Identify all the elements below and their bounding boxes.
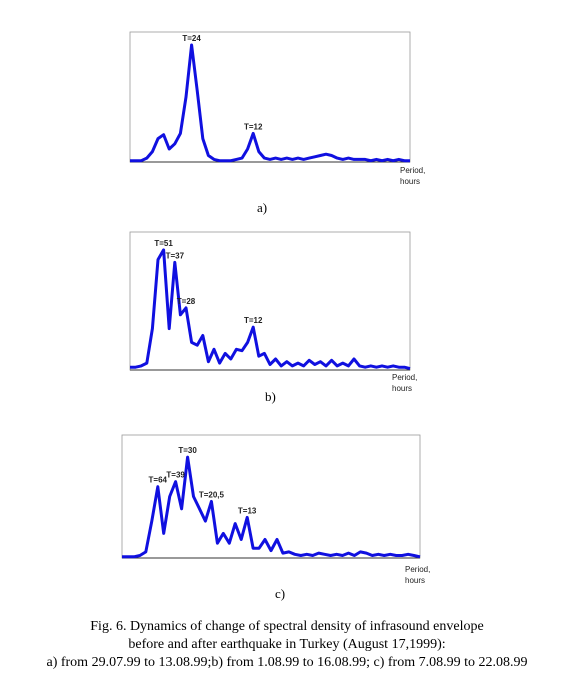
peak-label: T=30 bbox=[178, 446, 197, 455]
panel-label: a) bbox=[257, 200, 267, 215]
peak-label: T=51 bbox=[154, 239, 173, 248]
caption-line: a) from 29.07.99 to 13.08.99;b) from 1.0… bbox=[46, 655, 527, 670]
spectrum-line bbox=[122, 455, 421, 559]
peak-label: T=64 bbox=[149, 476, 168, 485]
peak-label: T=28 bbox=[177, 297, 196, 306]
spectrum-line bbox=[130, 43, 410, 163]
peak-label: T=20,5 bbox=[199, 490, 225, 499]
caption-line: before and after earthquake in Turkey (A… bbox=[128, 637, 445, 652]
plot-frame bbox=[129, 31, 411, 163]
plot-frame bbox=[121, 434, 421, 559]
panel-label: b) bbox=[265, 389, 276, 404]
peak-label: T=39 bbox=[166, 471, 185, 480]
peak-label: T=13 bbox=[238, 506, 257, 515]
peak-label: T=24 bbox=[182, 34, 201, 43]
caption-line: Fig. 6. Dynamics of change of spectral d… bbox=[90, 619, 483, 634]
peak-label: T=12 bbox=[244, 316, 263, 325]
peak-label: T=37 bbox=[166, 251, 185, 260]
x-axis-label: Period, bbox=[392, 373, 417, 382]
panel-label: c) bbox=[275, 586, 285, 601]
spectrum-line bbox=[130, 248, 411, 371]
peak-label: T=12 bbox=[244, 122, 263, 131]
x-axis-label: hours bbox=[400, 177, 420, 186]
x-axis-label: hours bbox=[405, 576, 425, 585]
x-axis-label: Period, bbox=[400, 166, 425, 175]
x-axis-label: hours bbox=[392, 384, 412, 393]
x-axis-label: Period, bbox=[405, 565, 430, 574]
